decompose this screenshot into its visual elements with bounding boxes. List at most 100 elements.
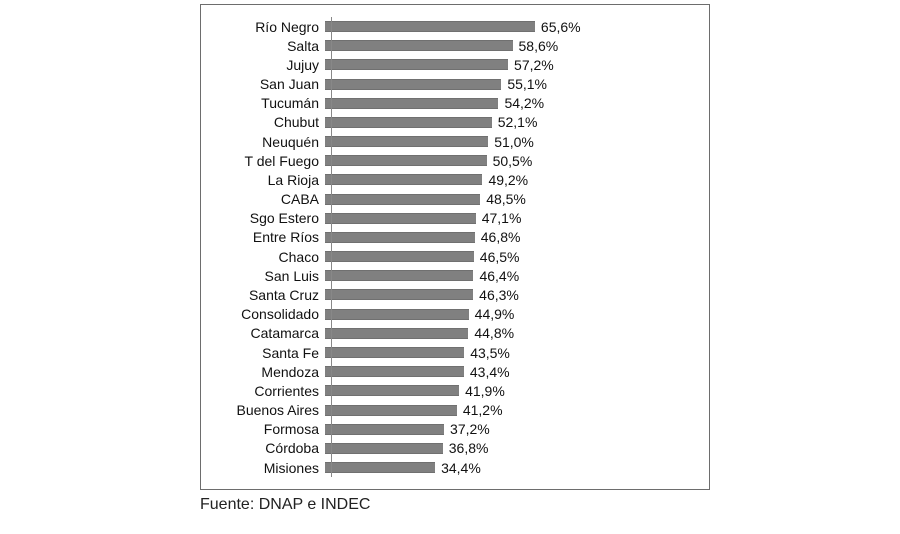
bar-row: T del Fuego50,5% [215,151,679,170]
value-label: 43,4% [464,364,510,380]
category-label: Córdoba [215,440,325,456]
bar-row: Córdoba 36,8% [215,439,679,458]
bar-row: Chaco 46,5% [215,247,679,266]
bar-cell: 58,6% [325,36,679,55]
bar-row: Chubut52,1% [215,113,679,132]
bar [325,98,498,109]
value-label: 46,5% [474,249,520,265]
category-label: Entre Ríos [215,229,325,245]
bar-row: Catamarca 44,8% [215,324,679,343]
bar-cell: 51,0% [325,132,679,151]
value-label: 48,5% [480,191,526,207]
bar [325,79,501,90]
bar-row: Sgo Estero 47,1% [215,209,679,228]
source-footer: Fuente: DNAP e INDEC [200,496,370,514]
value-label: 49,2% [482,172,528,188]
category-label: Salta [215,38,325,54]
category-label: Catamarca [215,325,325,341]
bar-cell: 48,5% [325,190,679,209]
bar [325,155,487,166]
bar [325,59,508,70]
value-label: 52,1% [492,114,538,130]
bar-cell: 41,9% [325,381,679,400]
bar-cell: 54,2% [325,94,679,113]
bar-row: La Rioja 49,2% [215,170,679,189]
value-label: 36,8% [443,440,489,456]
value-label: 50,5% [487,153,533,169]
bar-cell: 57,2% [325,55,679,74]
category-label: Neuquén [215,134,325,150]
bar [325,443,443,454]
value-label: 46,4% [473,268,519,284]
value-label: 47,1% [476,210,522,226]
bar-row: Misiones34,4% [215,458,679,477]
category-label: Misiones [215,460,325,476]
bar [325,174,482,185]
bar-row: Santa Fe43,5% [215,343,679,362]
bar-cell: 55,1% [325,75,679,94]
category-label: Consolidado [215,306,325,322]
value-label: 65,6% [535,19,581,35]
bar-row: Buenos Aires41,2% [215,400,679,419]
bar-row: Consolidado44,9% [215,305,679,324]
bar [325,347,464,358]
bar [325,251,474,262]
category-label: Chaco [215,249,325,265]
value-label: 55,1% [501,76,547,92]
bar-cell: 37,2% [325,420,679,439]
bar [325,289,473,300]
bar [325,328,468,339]
value-label: 37,2% [444,421,490,437]
bar-row: CABA 48,5% [215,190,679,209]
bar-row: Entre Ríos 46,8% [215,228,679,247]
category-label: Santa Fe [215,345,325,361]
bar [325,405,457,416]
bar-row: Jujuy 57,2% [215,55,679,74]
value-label: 58,6% [513,38,559,54]
bar-cell: 50,5% [325,151,679,170]
bar-cell: 41,2% [325,400,679,419]
bar [325,136,488,147]
bar [325,213,476,224]
bar-rows: Río Negro 65,6% Salta 58,6% Jujuy 57,2% San Ju… [215,17,679,477]
value-label: 46,3% [473,287,519,303]
bar [325,309,469,320]
value-label: 57,2% [508,57,554,73]
category-label: San Juan [215,76,325,92]
bar-row: Neuquén 51,0% [215,132,679,151]
category-label: Buenos Aires [215,402,325,418]
bar [325,194,480,205]
bar-row: San Juan 55,1% [215,75,679,94]
value-label: 51,0% [488,134,534,150]
chart-frame: Río Negro 65,6% Salta 58,6% Jujuy 57,2% San Ju… [200,4,710,490]
bar-cell: 43,4% [325,362,679,381]
bar [325,232,475,243]
value-label: 46,8% [475,229,521,245]
bar [325,40,513,51]
bar-row: San Luis 46,4% [215,266,679,285]
bar-cell: 46,4% [325,266,679,285]
bar-row: Mendoza 43,4% [215,362,679,381]
bar [325,117,492,128]
bar-cell: 43,5% [325,343,679,362]
bar [325,270,473,281]
category-label: San Luis [215,268,325,284]
category-label: Mendoza [215,364,325,380]
category-label: Jujuy [215,57,325,73]
bar-row: Salta 58,6% [215,36,679,55]
value-label: 41,9% [459,383,505,399]
bar-row: Corrientes 41,9% [215,381,679,400]
category-label: La Rioja [215,172,325,188]
value-label: 44,8% [468,325,514,341]
chart-container: Río Negro 65,6% Salta 58,6% Jujuy 57,2% San Ju… [0,0,900,534]
bar-cell: 47,1% [325,209,679,228]
bar-cell: 46,3% [325,285,679,304]
category-label: Corrientes [215,383,325,399]
category-label: Río Negro [215,19,325,35]
y-axis-line [331,17,332,477]
category-label: Sgo Estero [215,210,325,226]
value-label: 54,2% [498,95,544,111]
category-label: Tucumán [215,95,325,111]
bar [325,385,459,396]
category-label: CABA [215,191,325,207]
